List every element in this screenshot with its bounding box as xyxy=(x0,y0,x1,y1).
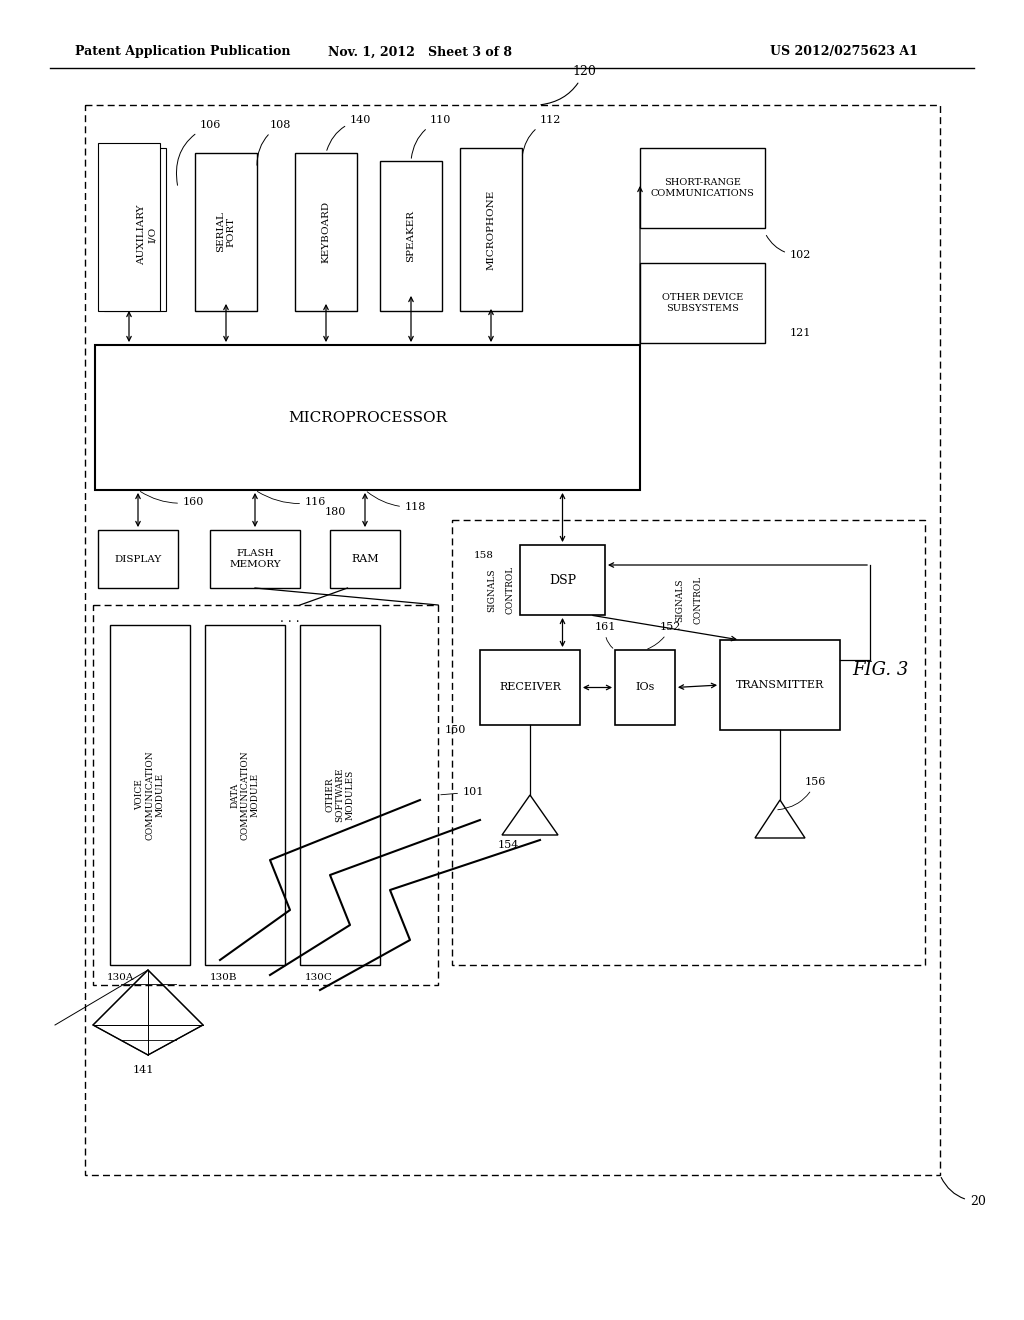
Bar xyxy=(460,148,522,312)
Bar xyxy=(110,624,190,965)
Text: 130A: 130A xyxy=(106,973,134,982)
Bar xyxy=(330,531,400,587)
Text: 160: 160 xyxy=(140,491,205,507)
Text: 154: 154 xyxy=(498,840,519,850)
Text: 140: 140 xyxy=(327,115,372,150)
Text: 110: 110 xyxy=(412,115,452,158)
Text: 102: 102 xyxy=(766,235,811,260)
Text: RAM: RAM xyxy=(351,554,379,564)
Text: . . .: . . . xyxy=(281,611,300,624)
Text: VOICE
COMMUNICATION
MODULE: VOICE COMMUNICATION MODULE xyxy=(135,750,165,840)
Text: 156: 156 xyxy=(778,777,826,809)
Text: 130C: 130C xyxy=(305,973,333,982)
Bar xyxy=(110,153,172,312)
Bar xyxy=(615,649,675,725)
Text: 141: 141 xyxy=(133,1065,155,1074)
Text: 101: 101 xyxy=(440,787,484,797)
Bar xyxy=(98,531,178,587)
Text: 116: 116 xyxy=(257,491,327,507)
Text: IOs: IOs xyxy=(635,682,654,693)
Text: OTHER DEVICE
SUBSYSTEMS: OTHER DEVICE SUBSYSTEMS xyxy=(662,293,743,313)
Bar xyxy=(93,605,438,985)
Text: CONTROL: CONTROL xyxy=(693,576,702,624)
Text: KEYBOARD: KEYBOARD xyxy=(322,201,331,263)
Text: DISPLAY: DISPLAY xyxy=(115,554,162,564)
Text: 152: 152 xyxy=(647,622,681,649)
Text: SIGNALS: SIGNALS xyxy=(487,568,497,611)
Bar xyxy=(85,106,940,1175)
Text: Nov. 1, 2012   Sheet 3 of 8: Nov. 1, 2012 Sheet 3 of 8 xyxy=(328,45,512,58)
Text: Patent Application Publication: Patent Application Publication xyxy=(75,45,291,58)
Text: DATA
COMMUNICATION
MODULE: DATA COMMUNICATION MODULE xyxy=(230,750,260,840)
Text: 130B: 130B xyxy=(210,973,238,982)
Text: 150: 150 xyxy=(445,725,466,735)
Text: 118: 118 xyxy=(368,492,426,512)
Bar xyxy=(520,545,605,615)
Text: US 2012/0275623 A1: US 2012/0275623 A1 xyxy=(770,45,918,58)
Text: 161: 161 xyxy=(595,622,616,648)
Bar xyxy=(640,263,765,343)
Bar xyxy=(452,520,925,965)
Bar xyxy=(195,153,257,312)
Text: 158: 158 xyxy=(474,552,494,561)
Bar xyxy=(380,161,442,312)
Text: DSP: DSP xyxy=(549,573,577,586)
Bar xyxy=(116,158,178,312)
Text: SERIAL
PORT: SERIAL PORT xyxy=(216,211,236,252)
Text: TRANSMITTER: TRANSMITTER xyxy=(736,680,824,690)
Text: SPEAKER: SPEAKER xyxy=(407,210,416,261)
Text: 112: 112 xyxy=(522,115,561,156)
Bar xyxy=(210,531,300,587)
Text: AUXILIARY
I/O: AUXILIARY I/O xyxy=(137,205,157,265)
Text: MICROPROCESSOR: MICROPROCESSOR xyxy=(288,411,447,425)
Bar xyxy=(300,624,380,965)
Text: 108: 108 xyxy=(257,120,292,165)
Text: 20: 20 xyxy=(941,1177,986,1208)
Text: 120: 120 xyxy=(541,65,596,104)
Bar xyxy=(480,649,580,725)
Bar xyxy=(98,143,160,312)
Bar xyxy=(295,153,357,312)
Bar xyxy=(720,640,840,730)
Text: CONTROL: CONTROL xyxy=(506,566,514,614)
Bar xyxy=(104,148,166,312)
Text: SIGNALS: SIGNALS xyxy=(676,578,684,622)
Text: RECEIVER: RECEIVER xyxy=(499,682,561,693)
Text: SHORT-RANGE
COMMUNICATIONS: SHORT-RANGE COMMUNICATIONS xyxy=(650,178,755,198)
Bar xyxy=(640,148,765,228)
Text: 180: 180 xyxy=(325,507,346,517)
Text: FIG. 3: FIG. 3 xyxy=(852,661,908,678)
Text: OTHER
SOFTWARE
MODULES: OTHER SOFTWARE MODULES xyxy=(325,768,355,822)
Text: 106: 106 xyxy=(176,120,221,185)
Text: 121: 121 xyxy=(790,327,811,338)
Bar xyxy=(205,624,285,965)
Bar xyxy=(95,345,640,490)
Text: FLASH
MEMORY: FLASH MEMORY xyxy=(229,549,281,569)
Text: MICROPHONE: MICROPHONE xyxy=(486,189,496,269)
